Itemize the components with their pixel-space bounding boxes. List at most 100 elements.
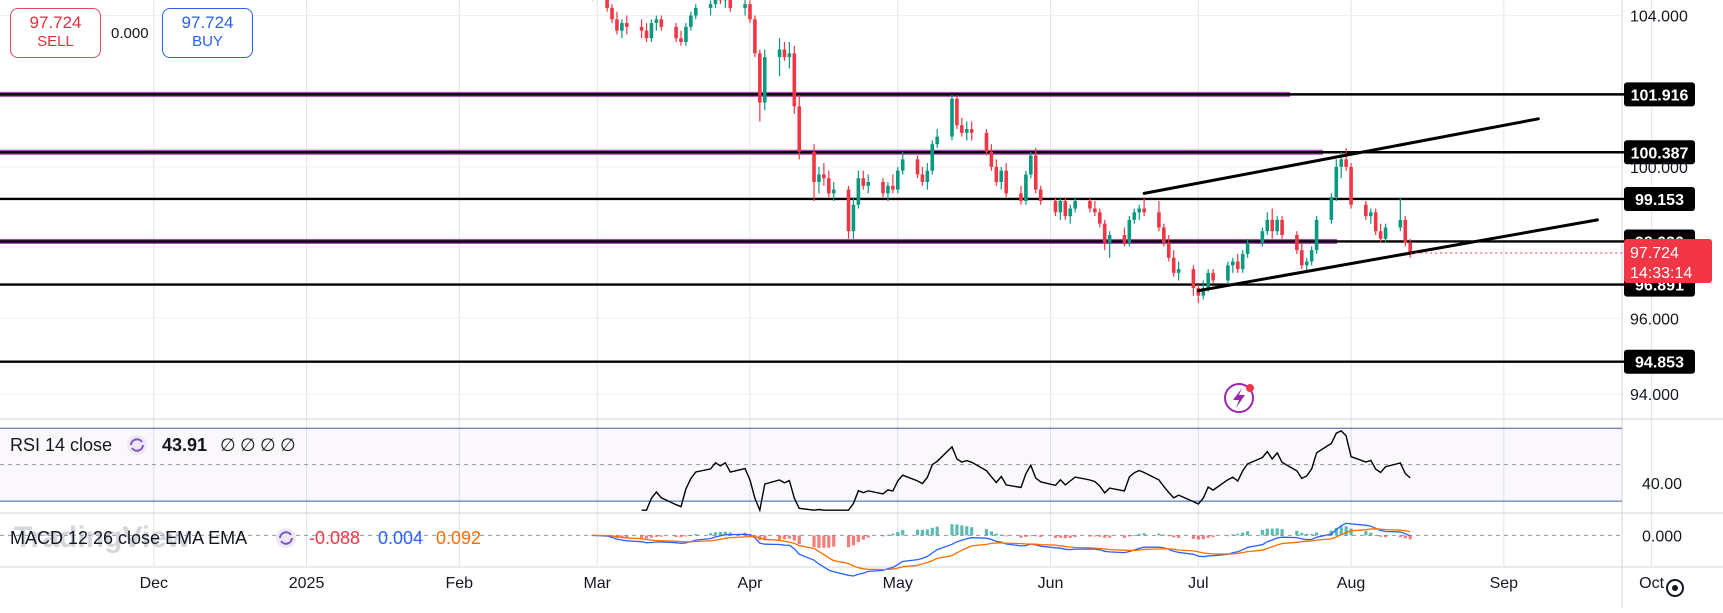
macd-histogram-bar — [778, 535, 781, 539]
rsi-legend-label: RSI 14 close — [10, 435, 112, 455]
macd-histogram-bar — [1054, 535, 1057, 538]
candle-body — [1024, 174, 1028, 200]
candle-body — [866, 182, 870, 186]
macd-histogram-bar — [1143, 533, 1146, 535]
macd-histogram-bar — [798, 535, 801, 544]
candle-body — [1330, 197, 1334, 220]
macd-histogram-bar — [1399, 535, 1402, 537]
candle-body — [1280, 220, 1284, 235]
macd-histogram-bar — [965, 526, 968, 535]
macd-histogram-bar — [1261, 530, 1264, 536]
macd-histogram-bar — [1128, 535, 1131, 536]
macd-histogram-bar — [1177, 535, 1180, 537]
macd-histogram-bar — [1069, 535, 1072, 537]
candle-body — [1059, 201, 1063, 212]
macd-histogram-bar — [1123, 535, 1126, 537]
candle-body — [1236, 262, 1240, 270]
macd-histogram-bar — [1349, 529, 1352, 536]
trend-channel-line[interactable] — [1198, 220, 1597, 291]
candle-body — [1295, 235, 1299, 250]
candle-body — [1261, 231, 1265, 242]
macd-histogram-bar — [1098, 535, 1101, 536]
candle-body — [763, 57, 767, 102]
candle-body — [1088, 201, 1092, 209]
candle-body — [847, 190, 851, 232]
macd-histogram-bar — [1374, 535, 1377, 536]
candle-body — [832, 190, 836, 194]
candle-body — [1157, 212, 1161, 227]
macd-histogram-bar — [674, 535, 677, 537]
candle-body — [1068, 209, 1072, 217]
candle-body — [1064, 201, 1068, 216]
candle-body — [935, 137, 939, 145]
y-tick-label: 100.000 — [1630, 160, 1688, 177]
macd-histogram-bar — [1310, 534, 1313, 535]
macd-value: 0.004 — [378, 528, 423, 548]
candle-body — [1172, 258, 1176, 273]
macd-histogram-bar — [640, 535, 643, 538]
macd-histogram-bar — [788, 535, 791, 538]
macd-value: -0.088 — [309, 528, 360, 548]
x-tick-label: Dec — [140, 575, 168, 592]
buy-button[interactable]: 97.724 BUY — [162, 8, 253, 58]
candle-body — [1270, 220, 1274, 231]
macd-histogram-bar — [1236, 534, 1239, 536]
macd-histogram-bar — [1162, 535, 1165, 536]
candle-body — [659, 19, 663, 27]
candle-body — [861, 178, 865, 186]
macd-histogram-bar — [1226, 535, 1229, 536]
candle-body — [1123, 235, 1127, 243]
candle-body — [1305, 262, 1309, 266]
macd-histogram-bar — [660, 535, 663, 536]
candle-body — [970, 129, 974, 133]
candle-body — [684, 27, 688, 42]
macd-histogram-bar — [655, 535, 658, 537]
macd-histogram-bar — [1059, 535, 1062, 537]
candle-body — [1315, 220, 1319, 250]
macd-histogram-bar — [847, 535, 850, 547]
macd-histogram-bar — [645, 535, 648, 538]
candle-body — [1349, 167, 1353, 205]
macd-histogram-bar — [1207, 535, 1210, 538]
rsi-y-tick-label: 40.00 — [1642, 476, 1682, 493]
macd-histogram-bar — [896, 532, 899, 535]
candle-body — [1098, 212, 1102, 223]
sell-button[interactable]: 97.724 SELL — [10, 8, 101, 58]
candle-body — [990, 152, 994, 167]
trend-channel-line[interactable] — [1144, 119, 1538, 194]
candle-body — [1177, 269, 1181, 273]
macd-histogram-bar — [1231, 534, 1234, 535]
candle-body — [1339, 159, 1343, 167]
macd-histogram-bar — [901, 530, 904, 535]
candle-body — [1054, 201, 1058, 212]
macd-histogram-bar — [1384, 535, 1387, 537]
candle-body — [1374, 212, 1378, 231]
x-tick-label: Jun — [1038, 575, 1064, 592]
sell-label: SELL — [11, 33, 100, 51]
macd-histogram-bar — [985, 529, 988, 535]
sync-icon — [127, 435, 147, 455]
candle-body — [1039, 190, 1043, 201]
macd-histogram-bar — [1103, 535, 1106, 537]
level-tag-label: 94.853 — [1635, 355, 1684, 372]
candle-body — [1344, 159, 1348, 167]
x-tick-label: Apr — [738, 575, 764, 592]
candle-body — [812, 152, 816, 182]
candle-body — [1266, 220, 1270, 231]
candle-body — [778, 50, 782, 58]
macd-histogram-bar — [689, 535, 692, 536]
macd-histogram-bar — [1276, 528, 1279, 535]
macd-histogram-bar — [1088, 535, 1091, 536]
candle-body — [916, 159, 920, 174]
candle-body — [1241, 254, 1245, 269]
candle-body — [950, 99, 954, 137]
macd-histogram-bar — [1064, 535, 1067, 538]
macd-line — [592, 523, 1410, 576]
candle-body — [999, 171, 1003, 182]
candle-body — [965, 129, 969, 133]
current-price-label: 97.724 — [1630, 245, 1679, 262]
trendline-layer[interactable] — [1144, 119, 1622, 291]
macd-histogram-bar — [694, 534, 697, 535]
